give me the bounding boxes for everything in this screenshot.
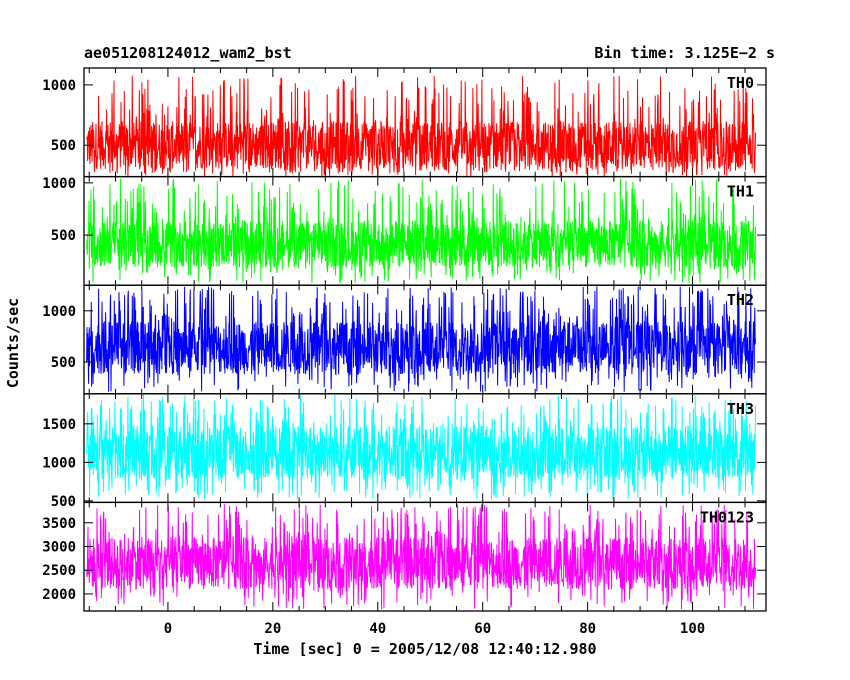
x-axis-label: Time [sec] 0 = 2005/12/08 12:40:12.980 bbox=[253, 640, 596, 658]
series-line-th0 bbox=[86, 75, 756, 177]
y-tick-label: 2500 bbox=[42, 563, 76, 579]
series-line-th1 bbox=[86, 178, 756, 284]
x-tick-label: 40 bbox=[369, 621, 386, 637]
y-tick-label: 2000 bbox=[42, 587, 76, 603]
series-line-th3 bbox=[86, 394, 756, 500]
y-tick-label: 3500 bbox=[42, 516, 76, 532]
x-tick-label: 100 bbox=[680, 621, 705, 637]
panel-label-th3: TH3 bbox=[727, 400, 754, 418]
y-tick-label: 1500 bbox=[42, 417, 76, 433]
panel-stack: TH05001000TH15001000TH25001000TH35001000… bbox=[42, 67, 767, 637]
chart-title-left: ae051208124012_wam2_bst bbox=[84, 44, 292, 62]
panel-frame-th1 bbox=[83, 175, 767, 286]
y-tick-label: 500 bbox=[51, 494, 76, 510]
x-tick-label: 60 bbox=[474, 621, 491, 637]
y-axis-label: Counts/sec bbox=[4, 298, 22, 388]
panel-frame-th0123 bbox=[83, 501, 767, 612]
y-tick-label: 500 bbox=[51, 355, 76, 371]
x-tick-label: 0 bbox=[164, 621, 172, 637]
y-tick-label: 500 bbox=[51, 228, 76, 244]
series-line-th2 bbox=[86, 286, 756, 392]
panel-label-th1: TH1 bbox=[727, 183, 754, 201]
y-tick-label: 3000 bbox=[42, 540, 76, 556]
x-tick-label: 80 bbox=[579, 621, 596, 637]
chart-title-right: Bin time: 3.125E−2 s bbox=[594, 44, 775, 62]
panel-label-th0: TH0 bbox=[727, 74, 754, 92]
y-tick-label: 1000 bbox=[42, 455, 76, 471]
panel-label-th2: TH2 bbox=[727, 291, 754, 309]
panel-label-th0123: TH0123 bbox=[700, 508, 754, 526]
y-tick-label: 1000 bbox=[42, 78, 76, 94]
series-line-th0123 bbox=[86, 503, 756, 610]
y-tick-label: 500 bbox=[51, 138, 76, 154]
y-tick-label: 1000 bbox=[42, 304, 76, 320]
y-tick-label: 1000 bbox=[42, 176, 76, 192]
x-tick-label: 20 bbox=[264, 621, 281, 637]
